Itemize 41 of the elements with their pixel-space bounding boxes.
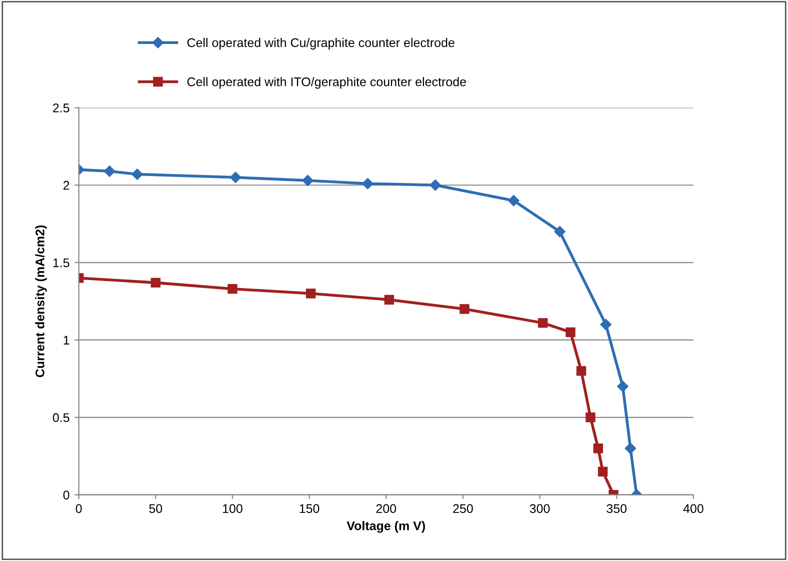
x-tick-label: 150: [300, 504, 320, 514]
point: [362, 178, 374, 190]
y-axis-title: Current density (mA/cm2): [35, 225, 47, 378]
x-tick-label: 250: [453, 504, 473, 514]
point: [554, 226, 566, 238]
point: [132, 168, 143, 180]
point: [384, 294, 394, 305]
y-tick-label: 0: [63, 490, 70, 500]
x-tick-label: 300: [530, 504, 550, 514]
point: [228, 284, 238, 294]
y-tick-label: 2.5: [53, 104, 70, 112]
legend-label: Cell operated with ITO/geraphite counter electrode: [187, 77, 466, 89]
point: [586, 412, 596, 422]
y-tick-label: 1: [64, 336, 70, 344]
y-tick-label: 2: [63, 180, 70, 190]
point: [430, 180, 441, 191]
point: [566, 327, 576, 338]
x-tick-label: 400: [683, 504, 704, 514]
legend-label: Cell operated with Cu/graphite counter electrode: [187, 38, 454, 50]
point: [617, 380, 628, 392]
point: [508, 195, 520, 206]
point: [302, 174, 314, 186]
y-tick-label: 0.5: [52, 413, 70, 422]
x-tick-label: 200: [376, 504, 396, 514]
point: [538, 318, 548, 328]
point: [230, 172, 242, 183]
point: [150, 278, 160, 288]
point: [598, 466, 608, 476]
point: [306, 288, 316, 298]
point: [576, 366, 586, 376]
y-tick-label: 1.5: [53, 258, 70, 268]
point: [104, 166, 116, 177]
point: [460, 304, 470, 314]
x-tick-label: 100: [222, 504, 242, 514]
x-tick-label: 50: [149, 504, 162, 514]
x-tick-label: 350: [606, 504, 627, 514]
point: [600, 318, 612, 330]
point: [624, 442, 636, 454]
point: [593, 443, 604, 454]
x-axis-title: Voltage (m V): [346, 521, 425, 533]
x-tick-label: 0: [76, 504, 82, 514]
